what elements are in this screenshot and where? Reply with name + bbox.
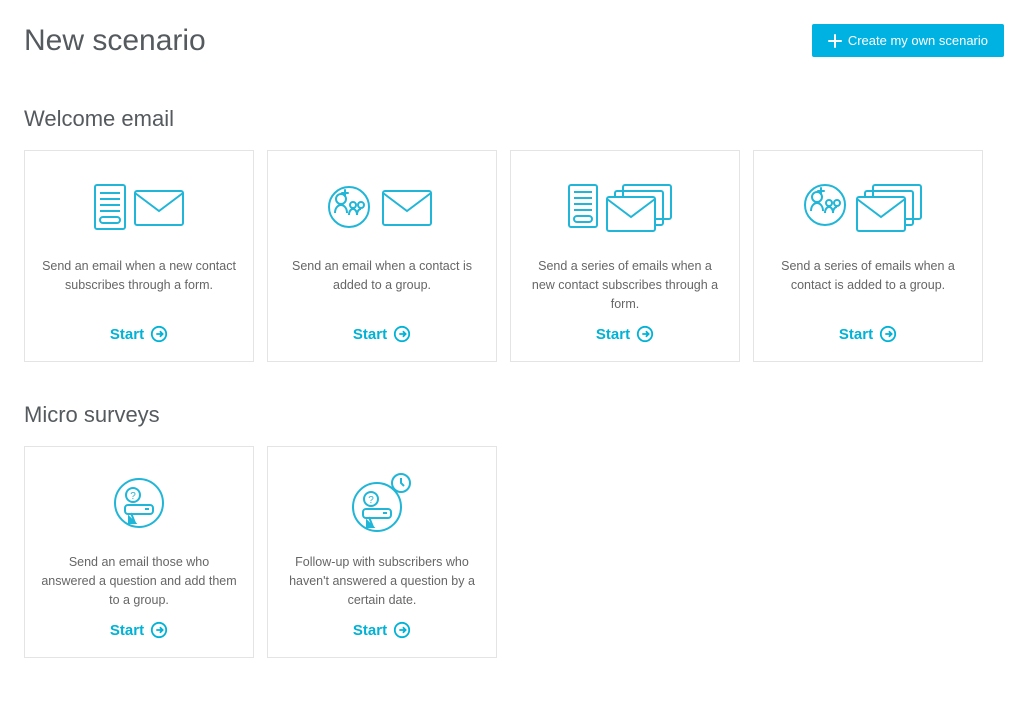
arrow-circle-icon: [150, 325, 168, 343]
card-description: Send a series of emails when a contact i…: [770, 257, 966, 315]
svg-text:?: ?: [130, 491, 136, 502]
start-button[interactable]: Start: [353, 325, 411, 343]
scenario-card: ? Send an email those who answered a que…: [24, 446, 254, 658]
card-description: Send an email when a new contact subscri…: [41, 257, 237, 315]
survey-clock-icon: ?: [347, 469, 417, 537]
start-button[interactable]: Start: [110, 621, 168, 639]
page-title: New scenario: [24, 24, 206, 58]
card-description: Send an email when a contact is added to…: [284, 257, 480, 315]
page-header: New scenario Create my own scenario: [24, 24, 1004, 58]
survey-icon: ?: [109, 469, 169, 537]
start-label: Start: [353, 326, 387, 343]
arrow-circle-icon: [636, 325, 654, 343]
start-label: Start: [353, 622, 387, 639]
section-title-surveys: Micro surveys: [24, 402, 1004, 428]
arrow-circle-icon: [393, 621, 411, 639]
svg-text:?: ?: [368, 495, 374, 506]
scenario-card: Send a series of emails when a new conta…: [510, 150, 740, 362]
create-scenario-button[interactable]: Create my own scenario: [812, 24, 1004, 57]
section-title-welcome: Welcome email: [24, 106, 1004, 132]
group-envelopes-icon: [803, 173, 933, 241]
start-button[interactable]: Start: [839, 325, 897, 343]
form-envelopes-icon: [565, 173, 685, 241]
surveys-card-row: ? Send an email those who answered a que…: [24, 446, 1004, 658]
arrow-circle-icon: [393, 325, 411, 343]
start-button[interactable]: Start: [353, 621, 411, 639]
card-description: Follow-up with subscribers who haven't a…: [284, 553, 480, 611]
plus-icon: [828, 34, 842, 48]
scenario-card: ? Follow-up with subscribers who haven't…: [267, 446, 497, 658]
card-description: Send a series of emails when a new conta…: [527, 257, 723, 315]
start-label: Start: [596, 326, 630, 343]
create-scenario-label: Create my own scenario: [848, 33, 988, 48]
start-label: Start: [110, 326, 144, 343]
arrow-circle-icon: [879, 325, 897, 343]
group-envelope-icon: [327, 173, 437, 241]
card-description: Send an email those who answered a quest…: [41, 553, 237, 611]
scenario-card: Send an email when a new contact subscri…: [24, 150, 254, 362]
welcome-card-row: Send an email when a new contact subscri…: [24, 150, 1004, 362]
start-button[interactable]: Start: [596, 325, 654, 343]
scenario-card: Send an email when a contact is added to…: [267, 150, 497, 362]
arrow-circle-icon: [150, 621, 168, 639]
start-label: Start: [110, 622, 144, 639]
form-envelope-icon: [91, 173, 187, 241]
start-label: Start: [839, 326, 873, 343]
start-button[interactable]: Start: [110, 325, 168, 343]
scenario-card: Send a series of emails when a contact i…: [753, 150, 983, 362]
